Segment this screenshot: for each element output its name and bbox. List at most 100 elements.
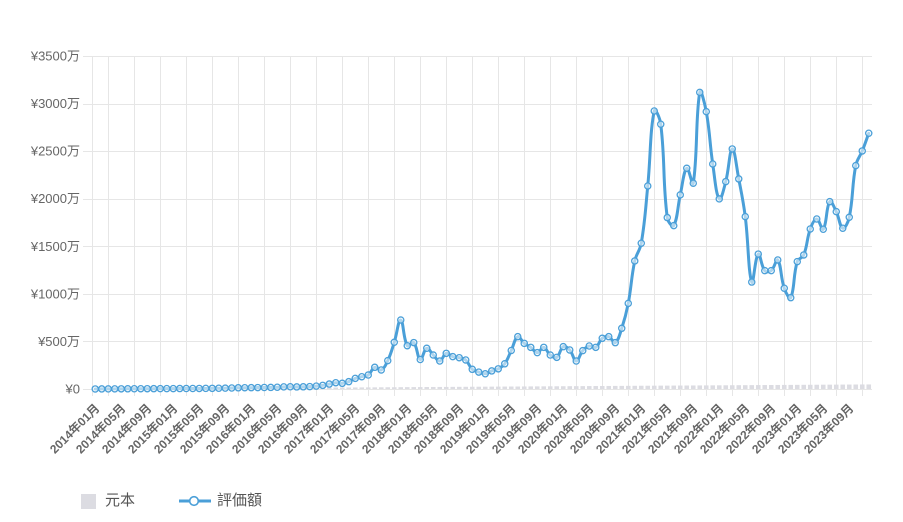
valuation-data-point[interactable] (826, 197, 834, 206)
principal-bar[interactable] (853, 384, 859, 389)
principal-bar[interactable] (749, 385, 755, 389)
valuation-data-point[interactable] (696, 88, 704, 97)
valuation-data-point[interactable] (618, 324, 626, 333)
valuation-data-point[interactable] (175, 384, 184, 393)
valuation-data-point[interactable] (331, 378, 340, 387)
valuation-data-point[interactable] (800, 251, 808, 259)
valuation-data-point[interactable] (461, 356, 470, 364)
valuation-data-point[interactable] (273, 383, 281, 392)
valuation-data-point[interactable] (318, 381, 327, 390)
principal-bar[interactable] (346, 387, 352, 389)
valuation-data-point[interactable] (364, 371, 372, 379)
valuation-data-point[interactable] (422, 344, 431, 353)
principal-bar[interactable] (560, 386, 566, 389)
valuation-data-point[interactable] (305, 382, 314, 391)
valuation-data-point[interactable] (676, 191, 685, 199)
principal-bar[interactable] (762, 385, 768, 389)
valuation-data-point[interactable] (657, 120, 665, 128)
valuation-data-point[interactable] (637, 239, 646, 247)
principal-bar[interactable] (827, 384, 833, 389)
principal-bar[interactable] (801, 384, 807, 389)
principal-bar[interactable] (580, 386, 586, 389)
valuation-data-point[interactable] (774, 256, 782, 264)
valuation-data-point[interactable] (813, 215, 821, 223)
principal-bar[interactable] (508, 386, 514, 389)
valuation-data-point[interactable] (553, 353, 561, 362)
principal-bar[interactable] (866, 384, 872, 389)
legend-item-valuation[interactable]: 評価額 (179, 492, 262, 510)
valuation-data-point[interactable] (338, 379, 346, 388)
valuation-data-point[interactable] (722, 177, 730, 186)
valuation-data-point[interactable] (852, 161, 860, 170)
valuation-data-point[interactable] (832, 207, 841, 216)
principal-bar[interactable] (391, 387, 397, 389)
valuation-data-point[interactable] (429, 351, 437, 359)
valuation-data-point[interactable] (683, 164, 691, 173)
principal-bar[interactable] (424, 387, 430, 389)
valuation-data-point[interactable] (839, 224, 847, 232)
valuation-data-point[interactable] (221, 384, 229, 392)
principal-bar[interactable] (469, 386, 475, 389)
valuation-data-point[interactable] (247, 383, 255, 392)
valuation-data-point[interactable] (455, 353, 463, 362)
principal-bar[interactable] (846, 384, 852, 389)
valuation-data-point[interactable] (91, 385, 100, 393)
principal-bar[interactable] (404, 387, 410, 389)
principal-bar[interactable] (495, 386, 501, 389)
principal-bar[interactable] (463, 386, 469, 389)
principal-bar[interactable] (450, 386, 456, 389)
valuation-data-point[interactable] (383, 356, 392, 365)
principal-bar[interactable] (352, 387, 358, 389)
valuation-data-point[interactable] (715, 195, 724, 203)
valuation-data-point[interactable] (279, 383, 288, 391)
principal-bar[interactable] (385, 387, 391, 389)
valuation-data-point[interactable] (468, 365, 476, 374)
principal-bar[interactable] (755, 385, 761, 389)
principal-bar[interactable] (651, 385, 657, 389)
valuation-data-point[interactable] (111, 385, 119, 393)
valuation-data-point[interactable] (592, 343, 600, 352)
valuation-data-point[interactable] (136, 384, 145, 393)
principal-bar[interactable] (625, 385, 631, 389)
principal-bar[interactable] (710, 385, 716, 389)
principal-bar[interactable] (573, 386, 579, 389)
valuation-data-point[interactable] (670, 221, 678, 230)
valuation-data-point[interactable] (266, 383, 275, 392)
valuation-data-point[interactable] (442, 349, 450, 358)
principal-bar[interactable] (658, 385, 664, 389)
valuation-data-point[interactable] (149, 384, 158, 393)
valuation-data-point[interactable] (728, 145, 737, 153)
principal-bar[interactable] (833, 384, 839, 389)
principal-bar[interactable] (807, 384, 813, 389)
valuation-data-point[interactable] (481, 370, 489, 378)
valuation-data-point[interactable] (286, 383, 294, 391)
valuation-data-point[interactable] (104, 385, 113, 393)
principal-bar[interactable] (664, 385, 670, 389)
principal-bar[interactable] (840, 384, 846, 389)
valuation-data-point[interactable] (416, 355, 424, 364)
valuation-data-point[interactable] (689, 179, 698, 187)
valuation-data-point[interactable] (611, 338, 620, 347)
principal-bar[interactable] (372, 387, 378, 389)
valuation-data-point[interactable] (585, 342, 594, 350)
valuation-data-point[interactable] (169, 384, 177, 393)
principal-bar[interactable] (814, 384, 820, 389)
principal-bar[interactable] (729, 385, 735, 389)
valuation-data-point[interactable] (130, 385, 138, 393)
principal-bar[interactable] (541, 386, 547, 389)
principal-bar[interactable] (788, 384, 794, 389)
valuation-data-point[interactable] (500, 360, 509, 368)
valuation-data-point[interactable] (624, 299, 633, 308)
valuation-data-point[interactable] (559, 342, 568, 351)
valuation-data-point[interactable] (845, 213, 854, 222)
valuation-data-point[interactable] (195, 384, 203, 393)
principal-bar[interactable] (333, 387, 339, 389)
valuation-data-point[interactable] (787, 293, 795, 302)
valuation-data-point[interactable] (644, 182, 652, 190)
valuation-data-point[interactable] (370, 363, 379, 372)
principal-bar[interactable] (638, 385, 644, 389)
principal-bar[interactable] (521, 386, 527, 389)
valuation-data-point[interactable] (579, 346, 587, 355)
principal-bar[interactable] (859, 384, 865, 389)
valuation-data-point[interactable] (527, 343, 535, 352)
